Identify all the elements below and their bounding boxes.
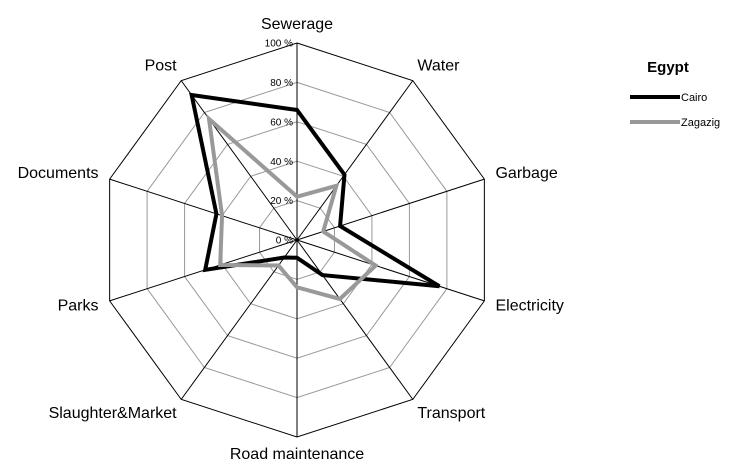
series-line xyxy=(189,92,441,289)
axis-spoke xyxy=(296,80,414,241)
category-label: Water xyxy=(417,57,460,74)
category-label: Road maintenance xyxy=(230,446,364,463)
legend-label: Zagazig xyxy=(681,117,720,129)
axis-spoke xyxy=(296,239,485,302)
legend-label: Cairo xyxy=(681,92,707,104)
category-label: Electricity xyxy=(495,298,563,315)
r-tick-label: 20 % xyxy=(270,196,293,207)
category-label: Sewerage xyxy=(261,16,333,33)
axis-spoke xyxy=(180,80,298,241)
axis-spoke xyxy=(296,239,414,400)
r-tick-label: 80 % xyxy=(270,78,293,89)
r-tick-label: 0 % xyxy=(276,236,293,247)
category-label: Documents xyxy=(18,165,99,182)
category-label: Garbage xyxy=(495,165,557,182)
category-label: Slaughter&Market xyxy=(49,405,178,422)
axis-spoke xyxy=(109,178,298,241)
category-label: Post xyxy=(145,57,178,74)
category-label: Parks xyxy=(58,298,99,315)
r-tick-label: 60 % xyxy=(270,117,293,128)
series-line xyxy=(206,113,379,302)
r-tick-label: 100 % xyxy=(265,39,293,50)
category-label: Transport xyxy=(417,405,485,422)
legend-title: Egypt xyxy=(647,59,689,76)
axis-spoke xyxy=(296,178,485,241)
r-tick-label: 40 % xyxy=(270,157,293,168)
